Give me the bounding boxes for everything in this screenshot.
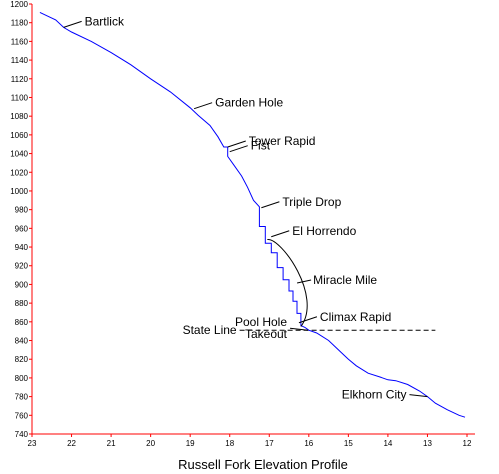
y-tick-label: 1040 <box>10 150 28 159</box>
annotation-label: Triple Drop <box>282 195 341 209</box>
chart-title: Russell Fork Elevation Profile <box>178 457 348 472</box>
y-tick-label: 1120 <box>11 75 29 84</box>
annotation-leader <box>193 102 213 110</box>
y-tick-label: 940 <box>15 243 29 252</box>
state-line-label: State Line <box>183 323 237 337</box>
y-tick-label: 860 <box>15 318 29 327</box>
x-tick-label: 20 <box>146 439 155 448</box>
annotation-leader <box>289 327 309 331</box>
y-tick-label: 1180 <box>11 19 29 28</box>
x-tick-label: 22 <box>67 439 76 448</box>
x-tick-label: 15 <box>344 439 353 448</box>
y-tick-label: 780 <box>15 393 29 402</box>
y-tick-label: 1160 <box>11 37 29 46</box>
annotation-leader <box>227 140 246 148</box>
x-tick-label: 21 <box>107 439 116 448</box>
annotation-leader <box>261 201 280 209</box>
y-tick-label: 1100 <box>11 93 29 102</box>
x-tick-label: 14 <box>383 439 392 448</box>
y-tick-label: 800 <box>15 374 29 383</box>
annotation-label: Pool Hole Takeout <box>235 315 288 341</box>
y-tick-label: 960 <box>15 224 29 233</box>
x-tick-label: 23 <box>28 439 37 448</box>
miracle-mile-leader <box>296 279 312 284</box>
annotation-leader <box>409 394 428 398</box>
y-tick-label: 760 <box>15 411 29 420</box>
annotation-leader <box>63 20 82 28</box>
annotation-label-line: Takeout <box>245 327 288 341</box>
annotation-label: Climax Rapid <box>320 310 391 324</box>
x-tick-label: 17 <box>265 439 274 448</box>
annotation-label: Garden Hole <box>215 96 283 110</box>
miracle-mile-label: Miracle Mile <box>313 273 377 287</box>
y-tick-label: 920 <box>15 262 29 271</box>
y-tick-label: 1080 <box>10 112 28 121</box>
y-tick-label: 1020 <box>10 168 28 177</box>
annotation-label: Fist <box>251 139 271 153</box>
miracle-mile-bracket <box>267 239 308 327</box>
annotation-leader <box>229 145 248 153</box>
annotation-label: Tower Rapid <box>249 134 316 148</box>
x-tick-label: 13 <box>423 439 432 448</box>
y-tick-label: 840 <box>15 337 29 346</box>
annotation-label-line: Pool Hole <box>235 315 287 329</box>
x-tick-label: 12 <box>463 439 472 448</box>
annotation-label: Bartlick <box>85 14 125 28</box>
y-tick-label: 1060 <box>10 131 28 140</box>
y-tick-label: 820 <box>15 355 29 364</box>
y-tick-label: 880 <box>15 299 29 308</box>
annotation-leader <box>298 316 318 324</box>
y-tick-label: 1200 <box>10 0 28 9</box>
x-tick-label: 18 <box>225 439 234 448</box>
x-tick-label: 19 <box>186 439 195 448</box>
elevation-profile-line <box>39 11 466 418</box>
annotation-leader <box>271 230 290 238</box>
y-tick-label: 1000 <box>10 187 28 196</box>
x-tick-label: 16 <box>304 439 313 448</box>
y-tick-label: 980 <box>15 206 29 215</box>
y-tick-label: 1140 <box>11 56 29 65</box>
y-tick-label: 740 <box>15 430 29 439</box>
annotation-label: El Horrendo <box>292 224 356 238</box>
y-tick-label: 900 <box>15 280 29 289</box>
annotation-label: Elkhorn City <box>342 388 407 402</box>
